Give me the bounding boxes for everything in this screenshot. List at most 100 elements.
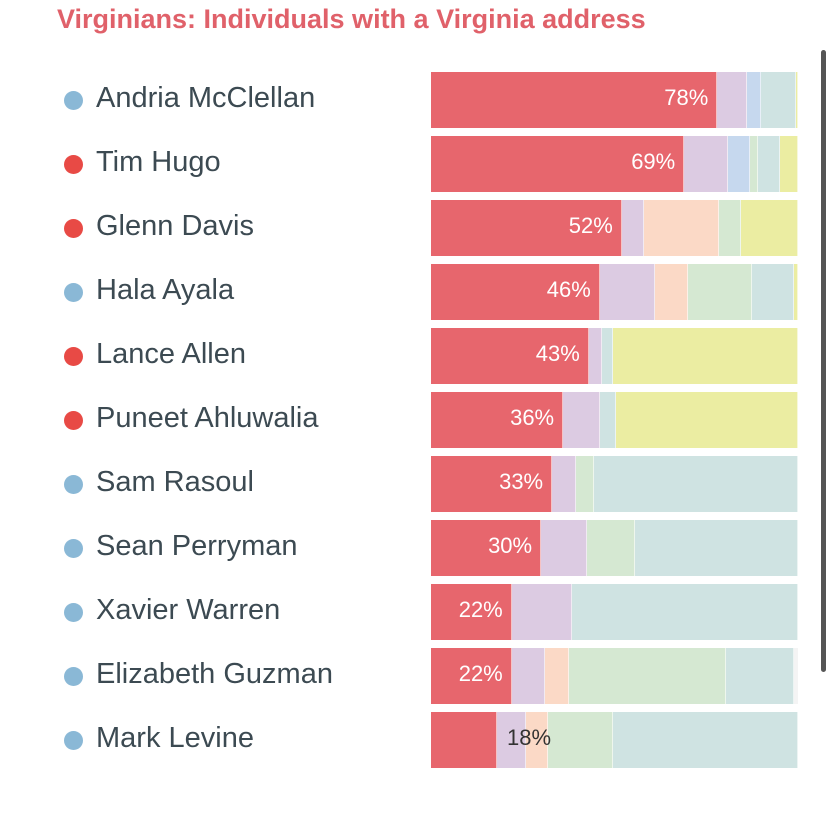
bar-segment-virginia: [431, 200, 622, 256]
bar-segment: [726, 648, 795, 704]
candidate-name: Mark Levine: [96, 722, 254, 754]
bar-value-label: 33%: [499, 469, 544, 494]
party-dot-icon: [64, 347, 83, 366]
bar-segment: [601, 328, 613, 384]
chart-row: Tim Hugo 69%: [0, 136, 828, 192]
bar-value-label: 22%: [458, 661, 503, 686]
bar-segment: [750, 136, 758, 192]
bar-value-label: 18%: [507, 725, 552, 750]
bar-segment: [796, 72, 798, 128]
stacked-bar[interactable]: [431, 328, 798, 384]
bar-value-label: 52%: [568, 213, 613, 238]
stacked-bar[interactable]: [431, 712, 798, 768]
bar-segment: [511, 648, 545, 704]
bar-segment: [497, 712, 527, 768]
bar-segment: [616, 392, 798, 448]
scrollbar[interactable]: [821, 50, 826, 672]
bar-segment: [541, 520, 587, 576]
bar-segment: [794, 264, 798, 320]
stacked-bar[interactable]: [431, 648, 798, 704]
stacked-bar[interactable]: [431, 72, 798, 128]
stacked-bar[interactable]: [431, 200, 798, 256]
bar-segment: [684, 136, 729, 192]
bar-segment: [717, 72, 747, 128]
bar-segment: [594, 456, 798, 512]
party-dot-icon: [64, 731, 83, 750]
bar-segment-virginia: [431, 584, 512, 640]
chart-row: Sam Rasoul 33%: [0, 456, 828, 512]
candidate-name: Hala Ayala: [96, 274, 235, 306]
chart-row: Andria McClellan 78%: [0, 72, 828, 128]
candidate-name: Elizabeth Guzman: [96, 658, 333, 690]
bar-segment: [612, 328, 798, 384]
stacked-bar[interactable]: [431, 456, 798, 512]
candidate-name: Xavier Warren: [96, 594, 281, 626]
chart-row: Sean Perryman 30%: [0, 520, 828, 576]
bar-segment-virginia: [431, 520, 542, 576]
bar-segment: [728, 136, 751, 192]
bar-segment: [621, 200, 644, 256]
chart-row: Glenn Davis 52%: [0, 200, 828, 256]
bar-segment: [719, 200, 742, 256]
stacked-bar[interactable]: [431, 392, 798, 448]
stacked-bar[interactable]: [431, 520, 798, 576]
chart-row: Puneet Ahluwalia 36%: [0, 392, 828, 448]
bar-segment: [588, 328, 602, 384]
bar-value-label: 78%: [664, 85, 709, 110]
bar-segment-virginia: [431, 328, 589, 384]
bar-segment: [575, 456, 595, 512]
chart-title: Virginians: Individuals with a Virginia …: [57, 4, 646, 34]
bar-segment: [572, 584, 798, 640]
bar-segment-virginia: [431, 72, 718, 128]
candidate-name: Lance Allen: [96, 338, 246, 370]
bar-value-label: 30%: [488, 533, 533, 558]
candidate-name: Tim Hugo: [96, 146, 221, 178]
bar-segment: [612, 712, 798, 768]
party-dot-icon: [64, 219, 83, 238]
candidate-name: Puneet Ahluwalia: [96, 402, 319, 434]
party-dot-icon: [64, 667, 83, 686]
bar-value-label: 22%: [458, 597, 503, 622]
bar-segment: [643, 200, 720, 256]
bar-segment: [752, 264, 795, 320]
bar-segment-virginia: [431, 648, 512, 704]
stacked-bar[interactable]: [431, 584, 798, 640]
bar-segment-virginia: [431, 136, 685, 192]
bar-segment: [761, 72, 797, 128]
candidate-name: Sam Rasoul: [96, 466, 254, 498]
bar-value-label: 36%: [510, 405, 555, 430]
bar-segment: [757, 136, 780, 192]
party-dot-icon: [64, 155, 83, 174]
bar-segment: [634, 520, 798, 576]
party-dot-icon: [64, 539, 83, 558]
bar-segment: [741, 200, 798, 256]
bar-segment-virginia: [431, 456, 553, 512]
bar-segment: [526, 712, 549, 768]
bar-segment: [687, 264, 753, 320]
bar-segment: [599, 392, 617, 448]
bar-segment-virginia: [431, 392, 564, 448]
bar-segment: [654, 264, 688, 320]
party-dot-icon: [64, 475, 83, 494]
bar-segment: [568, 648, 727, 704]
bar-value-label: 46%: [546, 277, 591, 302]
bar-segment: [552, 456, 576, 512]
chart-row: Elizabeth Guzman 22%: [0, 648, 828, 704]
stacked-bar[interactable]: [431, 136, 798, 192]
party-dot-icon: [64, 91, 83, 110]
candidate-name: Sean Perryman: [96, 530, 298, 562]
bar-segment: [586, 520, 635, 576]
bar-value-label: 43%: [535, 341, 580, 366]
bar-segment: [544, 648, 569, 704]
stacked-bar[interactable]: [431, 264, 798, 320]
chart-row: Hala Ayala 46%: [0, 264, 828, 320]
bar-segment: [779, 136, 798, 192]
bar-value-label: 69%: [631, 149, 676, 174]
bar-segment: [599, 264, 655, 320]
bar-segment-virginia: [431, 264, 600, 320]
chart-row: Xavier Warren 22%: [0, 584, 828, 640]
bar-segment: [746, 72, 762, 128]
party-dot-icon: [64, 411, 83, 430]
bar-segment: [563, 392, 600, 448]
bar-segment: [548, 712, 613, 768]
